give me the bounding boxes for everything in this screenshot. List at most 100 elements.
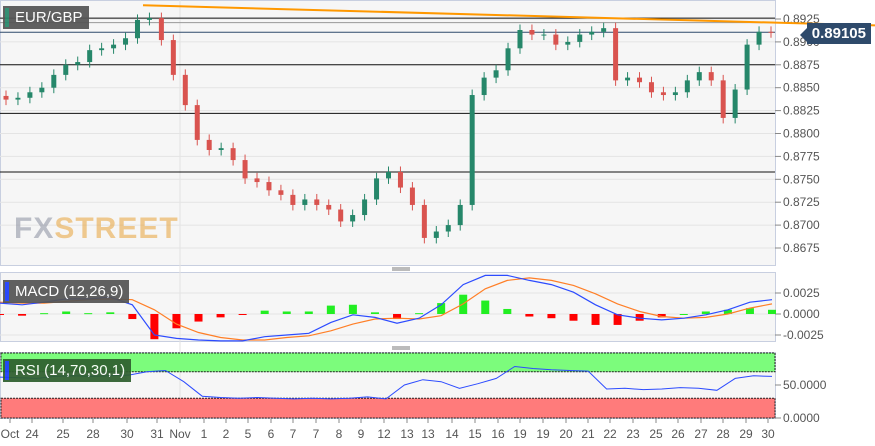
candle-body <box>314 199 320 205</box>
macd-histogram-bar <box>437 303 446 314</box>
x-tick-label: 29 <box>739 427 753 441</box>
rsi-label: RSI (14,70,30,1) <box>3 359 132 382</box>
y-tick-label: 0.0000 <box>783 307 820 321</box>
macd-histogram-bar <box>547 314 556 319</box>
x-tick-label: 1 <box>201 427 208 441</box>
candle-body <box>302 199 308 205</box>
candle-body <box>254 178 260 183</box>
y-tick-label: 0.8775 <box>783 149 820 163</box>
candle-body <box>242 160 248 179</box>
x-tick-label: 25 <box>649 427 663 441</box>
candle-body <box>326 204 332 210</box>
y-tick-label: -0.0025 <box>783 328 824 342</box>
candle-body <box>481 77 487 96</box>
candle-body <box>278 190 284 195</box>
oversold-zone <box>0 397 776 419</box>
candle-body <box>290 194 296 205</box>
candle-body <box>720 80 726 118</box>
y-tick-label: 0.8675 <box>783 241 820 255</box>
macd-histogram-bar <box>18 314 27 316</box>
candle-body <box>63 64 69 75</box>
candle-body <box>493 70 499 78</box>
candle-body <box>146 18 152 20</box>
candle-body <box>505 48 511 71</box>
macd-histogram-bar <box>238 314 247 315</box>
x-tick-label: 26 <box>671 427 685 441</box>
macd-line <box>0 274 773 342</box>
macd-histogram-bar <box>40 313 49 315</box>
macd-histogram-bar <box>150 314 159 340</box>
macd-histogram-bar <box>591 314 600 325</box>
panel-1 <box>0 272 776 342</box>
x-tick-label: 28 <box>716 427 730 441</box>
x-tick-label: 9 <box>358 427 365 441</box>
macd-histogram-bar <box>260 310 269 314</box>
x-tick-label: 19 <box>513 427 527 441</box>
macd-histogram-bar <box>326 305 335 314</box>
candle-body <box>134 19 140 39</box>
x-tick-label: 21 <box>581 427 595 441</box>
candle-body <box>445 225 451 232</box>
x-tick-label: 23 <box>626 427 640 441</box>
macd-histogram-bar <box>62 311 71 314</box>
y-tick-label: 0.8875 <box>783 58 820 72</box>
x-tick-label: 31 <box>150 427 164 441</box>
x-tick-label: 6 <box>268 427 275 441</box>
candle-body <box>457 204 463 226</box>
candle-body <box>170 40 176 75</box>
candle-body <box>529 29 535 35</box>
candle-body <box>266 182 272 191</box>
macd-histogram-bar <box>282 311 291 314</box>
candle-body <box>469 95 475 205</box>
y-tick-label: 0.8725 <box>783 195 820 209</box>
macd-histogram-bar <box>348 304 357 314</box>
x-tick-label: 19 <box>536 427 550 441</box>
x-tick-label: 28 <box>86 427 100 441</box>
candle-body <box>75 62 81 65</box>
candle-body <box>553 34 559 45</box>
macd-histogram-bar <box>172 314 181 329</box>
candle-body <box>601 28 607 32</box>
x-tick-label: 5 <box>245 427 252 441</box>
candle-body <box>613 28 619 81</box>
candle-body <box>218 148 224 150</box>
macd-histogram-bar <box>106 312 115 314</box>
candle-body <box>111 44 117 49</box>
candle-body <box>206 139 212 150</box>
macd-histogram-bar <box>679 314 688 315</box>
candle-body <box>350 215 356 222</box>
candle-body <box>158 18 164 41</box>
x-tick-label: 30 <box>761 427 775 441</box>
candle-body <box>123 38 129 45</box>
macd-histogram-bar <box>481 300 490 314</box>
overbought-zone <box>0 352 776 373</box>
candle-body <box>637 77 643 83</box>
candle-body <box>517 29 523 49</box>
y-tick-label: 0.8825 <box>783 104 820 118</box>
x-tick-label: 22 <box>603 427 617 441</box>
macd-histogram-bar <box>304 311 313 314</box>
candle-body <box>541 34 547 36</box>
candle-body <box>362 199 368 216</box>
y-tick-label: 0.8750 <box>783 172 820 186</box>
macd-histogram-bar <box>635 314 644 321</box>
candle-body <box>39 87 45 93</box>
candle-body <box>565 41 571 45</box>
x-tick-label: 13 <box>400 427 414 441</box>
x-tick-label: 27 <box>694 427 708 441</box>
candle-body <box>27 92 33 98</box>
candle-body <box>230 148 236 161</box>
candle-body <box>696 72 702 81</box>
x-tick-label: 12 <box>377 427 391 441</box>
candle-body <box>744 44 750 90</box>
symbol-label: EUR/GBP <box>3 6 89 29</box>
x-tick-label: 8 <box>336 427 343 441</box>
x-tick-label: 13 <box>421 427 435 441</box>
trendline <box>142 4 875 27</box>
candle-body <box>338 209 344 222</box>
macd-histogram-bar <box>569 314 578 321</box>
candle-body <box>409 187 415 205</box>
candle-body <box>194 105 200 140</box>
